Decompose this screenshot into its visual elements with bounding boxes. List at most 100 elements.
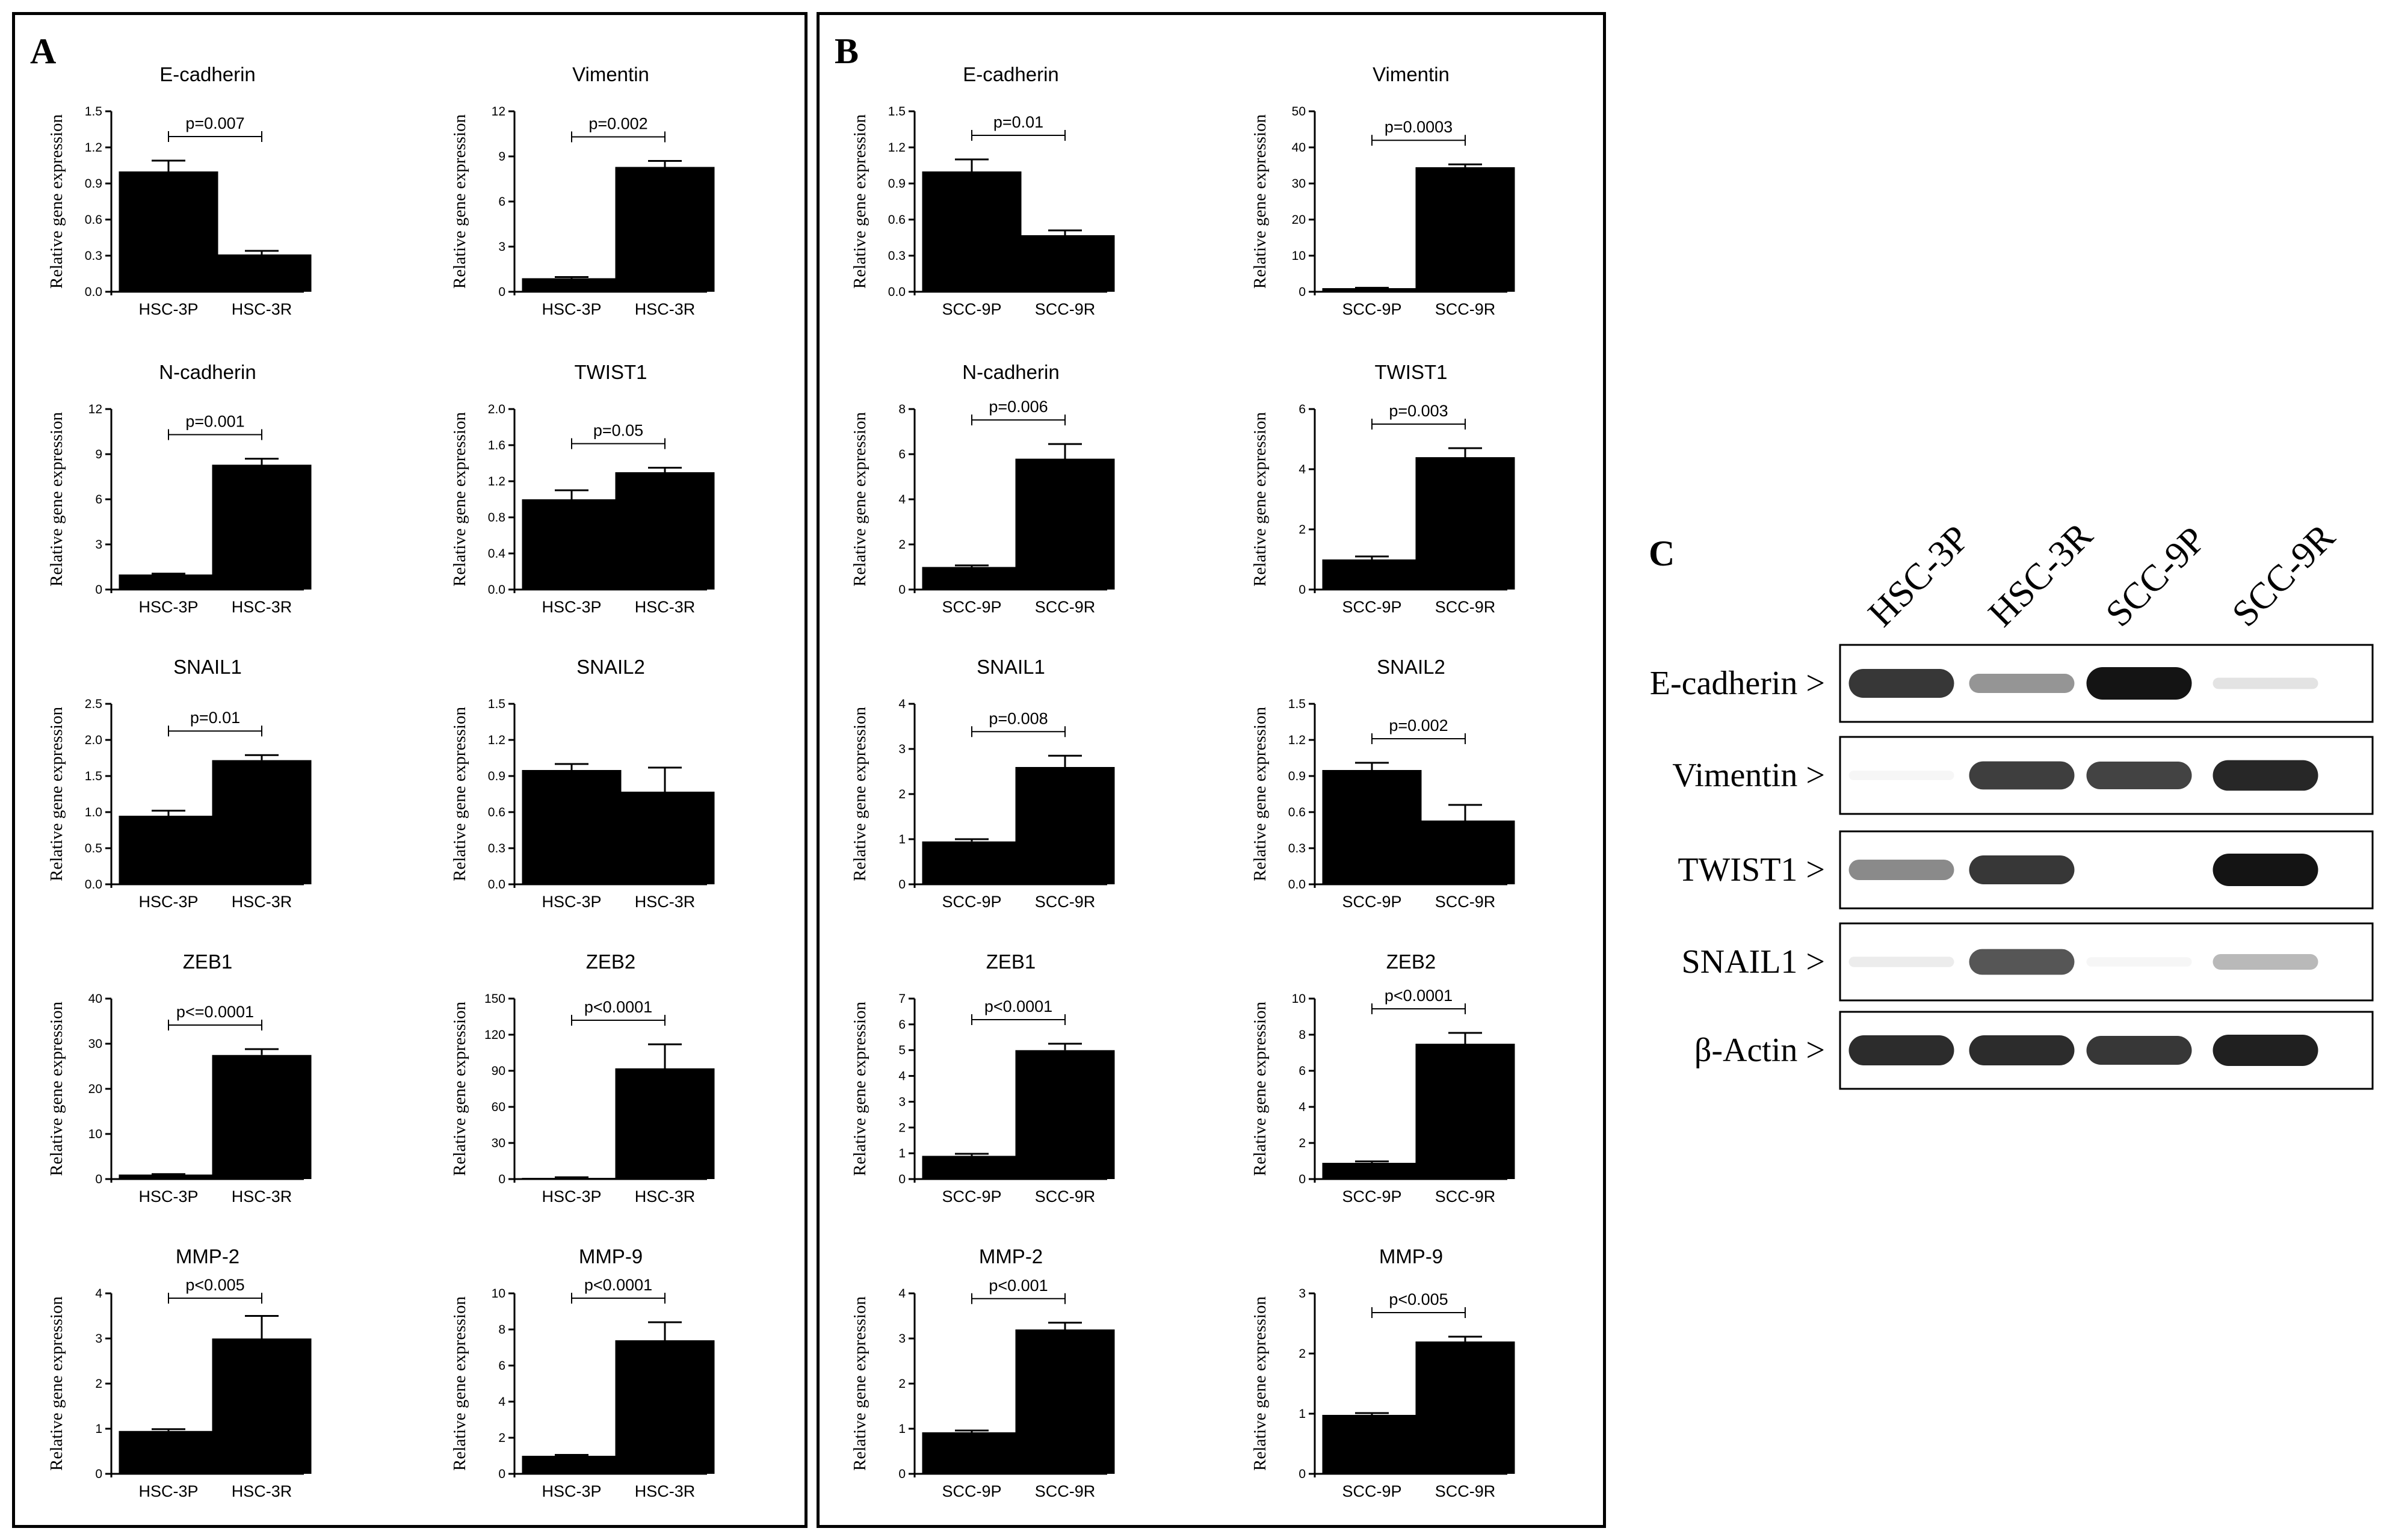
chart-a-2-bar-2 xyxy=(615,167,715,292)
chart-a-1-ytick-label: 0.0 xyxy=(85,285,102,299)
chart-a-6-ytick-label: 0.9 xyxy=(488,769,505,783)
chart-a-9-bar-1 xyxy=(119,1431,218,1474)
chart-b-7-ytick-label: 1 xyxy=(898,1147,906,1160)
chart-b-9-pvalue: p<0.001 xyxy=(989,1277,1048,1295)
chart-b-4-ytick-label: 4 xyxy=(1299,463,1306,476)
chart-a-2-ytick-label: 12 xyxy=(492,105,505,119)
chart-b-4-xlabel-2: SCC-9R xyxy=(1435,598,1496,616)
chart-b-5-ytick-label: 4 xyxy=(898,697,906,711)
chart-b-5-ylabel: Relative gene expression xyxy=(850,707,869,881)
chart-b-8-xlabel-1: SCC-9P xyxy=(1342,1187,1401,1206)
chart-b-2-ytick-label: 30 xyxy=(1292,177,1306,191)
chart-a-8-ytick-label: 30 xyxy=(492,1136,505,1150)
chart-a-7-title: ZEB1 xyxy=(183,950,233,973)
chart-a-7-ytick-label: 30 xyxy=(88,1037,102,1051)
chart-a-3-title: N-cadherin xyxy=(159,361,256,383)
chart-b-9-ytick-label: 1 xyxy=(898,1422,906,1436)
chart-b-6-ytick-label: 0.0 xyxy=(1288,878,1306,892)
chart-a-9-xlabel-1: HSC-3P xyxy=(138,1482,198,1500)
chart-b-3-title: N-cadherin xyxy=(962,361,1059,383)
chart-b-2-ytick-label: 40 xyxy=(1292,141,1306,155)
chart-a-8-ytick-label: 150 xyxy=(484,992,505,1006)
chart-a-1-title: E-cadherin xyxy=(159,63,256,85)
chart-a-4-ytick-label: 0.8 xyxy=(488,511,505,525)
chart-a-8-ytick-label: 60 xyxy=(492,1100,505,1114)
chart-a-10-ytick-label: 0 xyxy=(498,1467,505,1481)
chart-a-5-ylabel: Relative gene expression xyxy=(47,707,66,881)
chart-a-9-ytick-label: 0 xyxy=(95,1467,102,1481)
chart-b-4-bar-1 xyxy=(1322,559,1422,590)
wb-band-4-4 xyxy=(2213,954,2318,970)
chart-b-8-bar-2 xyxy=(1415,1044,1515,1179)
panel-c-letter: C xyxy=(1649,534,1675,573)
wb-row-label-4: SNAIL1 > xyxy=(1682,943,1825,981)
chart-a-2-title: Vimentin xyxy=(572,63,649,85)
chart-a-4-xlabel-2: HSC-3R xyxy=(635,598,696,616)
chart-b-4-ytick-label: 2 xyxy=(1299,523,1306,537)
chart-a-6-bar-2 xyxy=(615,792,715,884)
chart-a-1-pvalue: p=0.007 xyxy=(185,114,244,132)
chart-b-1-bar-2 xyxy=(1015,235,1115,292)
chart-a-7-ytick-label: 20 xyxy=(88,1082,102,1096)
chart-a-2-ytick-label: 3 xyxy=(498,240,505,254)
chart-a-10-xlabel-2: HSC-3R xyxy=(635,1482,696,1500)
chart-a-5-ytick-label: 0.0 xyxy=(85,878,102,892)
chart-b-2-ylabel: Relative gene expression xyxy=(1250,114,1270,289)
chart-a-6-ytick-label: 1.2 xyxy=(488,733,505,747)
chart-b-4-title: TWIST1 xyxy=(1375,361,1448,383)
chart-a-3-ytick-label: 6 xyxy=(95,493,102,507)
chart-a-4-ytick-label: 2.0 xyxy=(488,402,505,416)
chart-b-7-xlabel-2: SCC-9R xyxy=(1035,1187,1096,1206)
chart-a-4-ylabel: Relative gene expression xyxy=(450,412,469,587)
panel-a-frame: A xyxy=(12,12,808,1528)
chart-b-9-xlabel-1: SCC-9P xyxy=(942,1482,1001,1500)
chart-a-10-xlabel-1: HSC-3P xyxy=(542,1482,601,1500)
chart-a-2-xlabel-1: HSC-3P xyxy=(542,300,601,318)
chart-b-10-bar-1 xyxy=(1322,1415,1422,1474)
chart-a-9-title: MMP-2 xyxy=(176,1245,239,1267)
chart-b-4-xlabel-1: SCC-9P xyxy=(1342,598,1401,616)
chart-b-9-bar-1 xyxy=(922,1432,1022,1474)
chart-b-2-title: Vimentin xyxy=(1373,63,1450,85)
chart-a-9-ytick-label: 2 xyxy=(95,1377,102,1391)
chart-b-8-ytick-label: 2 xyxy=(1299,1136,1306,1150)
chart-b-8-title: ZEB2 xyxy=(1386,950,1436,973)
chart-b-2-bar-2 xyxy=(1415,167,1515,292)
chart-b-5-ytick-label: 3 xyxy=(898,742,906,756)
chart-a-5-ytick-label: 1.5 xyxy=(85,769,102,783)
panel-b-frame: B xyxy=(817,12,1606,1528)
chart-a-6-bar-1 xyxy=(522,770,622,884)
chart-b-9-bar-2 xyxy=(1015,1329,1115,1474)
chart-a-3-xlabel-1: HSC-3P xyxy=(138,598,198,616)
chart-b-3-ytick-label: 4 xyxy=(898,493,906,507)
chart-a-4-bar-2 xyxy=(615,472,715,590)
chart-a-6-ytick-label: 0.0 xyxy=(488,878,505,892)
chart-a-1-ytick-label: 0.3 xyxy=(85,249,102,263)
panel-b-letter: B xyxy=(835,31,859,71)
chart-a-9-ytick-label: 3 xyxy=(95,1332,102,1346)
wb-row-label-5: β-Actin > xyxy=(1694,1032,1825,1069)
chart-a-5-bar-1 xyxy=(119,816,218,884)
chart-b-6-pvalue: p=0.002 xyxy=(1389,716,1448,735)
chart-b-4-ytick-label: 0 xyxy=(1299,583,1306,597)
chart-b-9-ytick-label: 0 xyxy=(898,1467,906,1481)
chart-a-8-title: ZEB2 xyxy=(586,950,636,973)
chart-a-2-ylabel: Relative gene expression xyxy=(450,114,469,289)
chart-b-3-bar-2 xyxy=(1015,458,1115,590)
chart-a-7-bar-1 xyxy=(119,1174,218,1179)
chart-b-2-xlabel-1: SCC-9P xyxy=(1342,300,1401,318)
chart-a-4-pvalue: p=0.05 xyxy=(593,422,643,440)
chart-a-8-ytick-label: 0 xyxy=(498,1172,505,1186)
chart-a-3-ytick-label: 0 xyxy=(95,583,102,597)
chart-a-7-ytick-label: 40 xyxy=(88,992,102,1006)
chart-b-7-title: ZEB1 xyxy=(986,950,1036,973)
chart-a-6-xlabel-1: HSC-3P xyxy=(542,893,601,911)
chart-b-6-ytick-label: 0.9 xyxy=(1288,769,1306,783)
chart-b-8-ytick-label: 10 xyxy=(1292,992,1306,1006)
chart-a-7-xlabel-1: HSC-3P xyxy=(138,1187,198,1206)
chart-a-6-ytick-label: 0.3 xyxy=(488,842,505,855)
chart-a-8-bar-2 xyxy=(615,1068,715,1179)
chart-b-10-ytick-label: 3 xyxy=(1299,1287,1306,1301)
chart-b-10-ylabel: Relative gene expression xyxy=(1250,1296,1270,1471)
chart-b-7-ytick-label: 2 xyxy=(898,1121,906,1135)
